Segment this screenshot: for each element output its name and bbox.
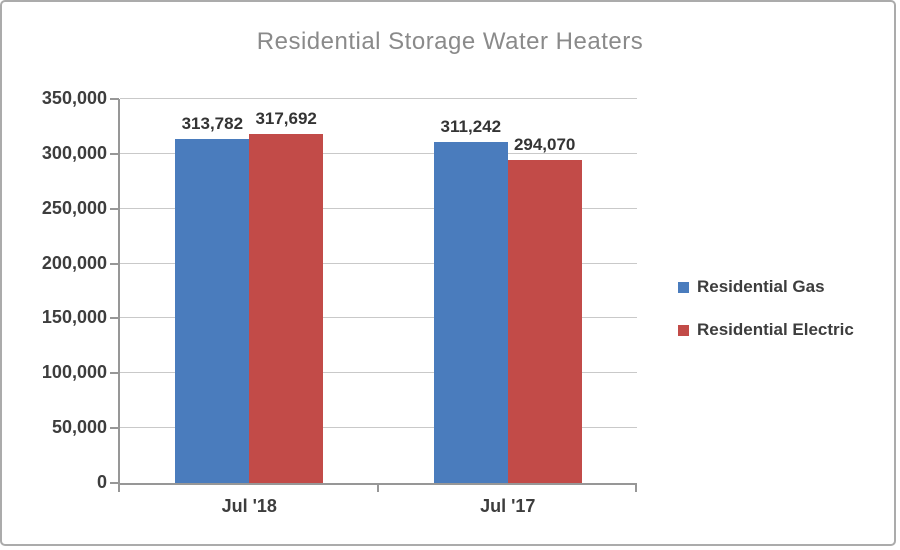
legend-item-residential-electric: Residential Electric [678,320,854,340]
y-tick-mark [110,372,119,375]
bar-value-label: 313,782 [181,113,244,133]
y-tick-label: 50,000 [51,417,107,438]
y-gridline [120,317,637,319]
y-tick-mark [110,427,119,430]
x-axis-label: Jul '17 [480,496,536,516]
y-gridline [120,427,637,429]
y-gridline [120,152,637,154]
y-gridline [120,262,637,264]
legend: Residential Gas Residential Electric [678,277,854,340]
y-gridline [120,372,637,374]
y-tick-label: 300,000 [41,142,107,163]
legend-label: Residential Gas [697,277,825,296]
bar-value-label: 311,242 [440,116,502,136]
y-tick-mark [110,207,119,210]
legend-label: Residential Electric [697,320,854,339]
legend-swatch-residential-gas [678,281,689,293]
y-tick-mark [110,482,119,484]
legend-item-residential-gas: Residential Gas [678,277,854,297]
x-tick-mark [118,483,120,492]
y-tick-label: 0 [96,472,107,492]
bar-value-label: 317,692 [255,109,317,129]
y-tick-mark [110,262,119,265]
y-axis-line [118,99,120,483]
y-tick-mark [110,317,119,320]
y-tick-label: 350,000 [41,88,107,108]
legend-swatch-residential-electric [678,324,689,336]
x-axis-label: Jul '18 [221,496,277,516]
bar-value-label: 294,070 [513,135,576,155]
x-tick-mark [635,483,637,492]
y-tick-mark [110,152,119,155]
x-tick-mark [376,483,379,492]
bar-residential-electric-jul-18 [249,134,324,483]
chart-title: Residential Storage Water Heaters [256,28,644,55]
bar-residential-gas-jul-18 [175,138,250,483]
y-gridline [120,207,637,209]
y-tick-label: 150,000 [41,307,107,328]
bar-residential-electric-jul-17 [507,160,582,483]
y-tick-label: 200,000 [41,252,107,273]
y-tick-label: 100,000 [41,362,107,383]
y-tick-mark [110,98,119,100]
y-gridline [120,98,637,99]
y-tick-label: 250,000 [41,197,107,218]
bar-residential-gas-jul-17 [433,141,508,483]
